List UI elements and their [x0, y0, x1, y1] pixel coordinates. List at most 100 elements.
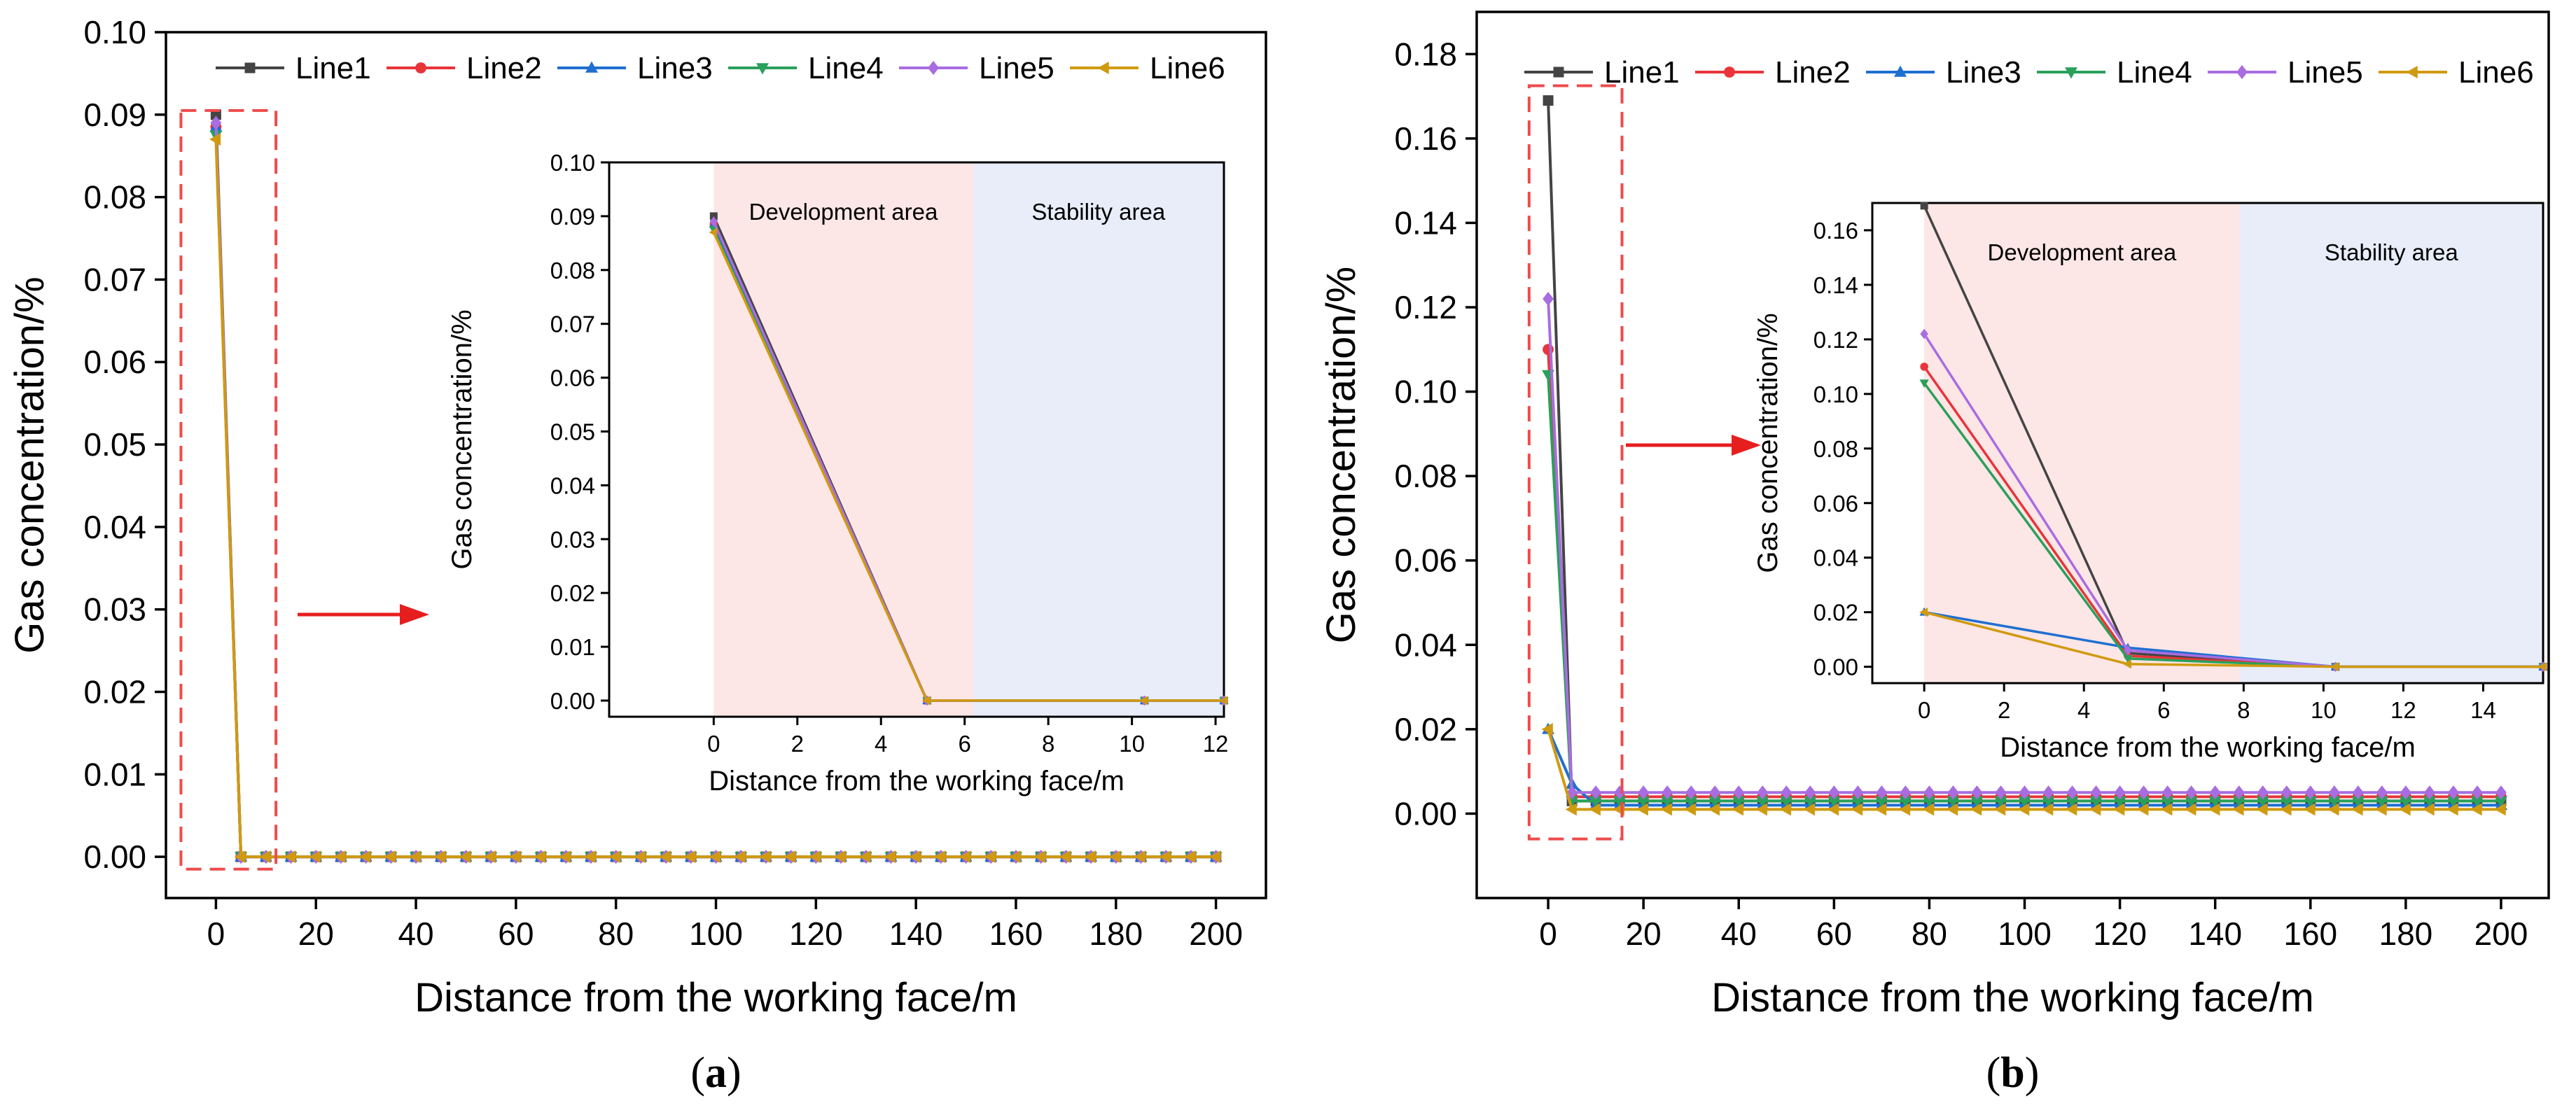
- data-point: [1589, 796, 1603, 808]
- data-point: [1827, 803, 1839, 816]
- y-tick-label: 0.02: [83, 673, 146, 710]
- inset-y-tick-label: 0.10: [1813, 381, 1858, 407]
- data-point: [959, 850, 971, 864]
- data-point: [2376, 785, 2388, 800]
- data-point: [2209, 785, 2221, 800]
- data-point: [1109, 850, 1121, 864]
- data-point: [1971, 785, 1983, 800]
- data-point: [2208, 796, 2222, 808]
- y-tick-label: 0.02: [1394, 711, 1457, 748]
- x-tick-label: 0: [207, 916, 225, 952]
- legend-item-line5: Line5: [2208, 55, 2363, 90]
- data-point: [1084, 850, 1096, 864]
- inset-plot: Development area Stability area 0.00 0.02 0.…: [1753, 202, 2548, 763]
- y-tick-label: 0.04: [1394, 626, 1457, 663]
- data-point: [1589, 803, 1601, 816]
- data-point: [1638, 785, 1650, 800]
- legend-marker: [1553, 66, 1564, 78]
- data-point: [1852, 785, 1864, 800]
- data-point: [809, 850, 821, 864]
- inset-x-tick-label: 4: [875, 731, 887, 757]
- data-point: [2448, 785, 2459, 800]
- inset-x-axis-label: Distance from the working face/m: [2000, 732, 2416, 763]
- data-point: [1781, 785, 1792, 800]
- legend-marker: [585, 61, 598, 73]
- inset-data-point: [1920, 202, 1928, 210]
- legend-item-line3: Line3: [557, 51, 713, 85]
- data-point: [2400, 785, 2411, 800]
- x-tick-label: 80: [1912, 916, 1947, 952]
- data-point: [534, 850, 546, 864]
- y-tick-label: 0.01: [83, 756, 146, 792]
- data-point: [2304, 785, 2316, 800]
- data-point: [1732, 796, 1746, 808]
- y-tick-label: 0.10: [83, 14, 146, 50]
- data-point: [1661, 796, 1674, 808]
- data-point: [2161, 785, 2173, 800]
- series-line4: [1542, 370, 2507, 808]
- data-point: [1709, 785, 1721, 800]
- data-point: [2018, 796, 2031, 808]
- data-point: [1994, 796, 2007, 808]
- inset-data-point: [2123, 654, 2133, 664]
- data-point: [1827, 796, 1841, 808]
- data-point: [359, 850, 371, 864]
- inset-data-point: [2538, 662, 2547, 672]
- x-tick-label: 100: [1998, 916, 2052, 952]
- inset-series-line: [712, 232, 1224, 702]
- inset-x-tick-label: 10: [2311, 697, 2337, 723]
- development-area-region: Development area: [713, 162, 973, 717]
- data-point: [2066, 803, 2077, 816]
- zoom-arrow-head: [400, 604, 429, 625]
- x-tick-label: 160: [989, 916, 1043, 952]
- legend-item-line5: Line5: [899, 51, 1054, 85]
- data-point: [434, 850, 446, 864]
- data-point: [2232, 803, 2244, 816]
- data-point: [1636, 803, 1648, 816]
- data-point: [1733, 785, 1745, 800]
- data-point: [884, 850, 896, 864]
- series-line5: [1543, 291, 2507, 800]
- y-tick-label: 0.14: [1394, 204, 1457, 241]
- data-point: [684, 850, 696, 864]
- data-point: [934, 850, 946, 864]
- inset-plot: Development area Stability area 0.00 0.01 0.…: [447, 150, 1229, 797]
- inset-data-point: [1920, 328, 1928, 339]
- legend-marker: [1894, 65, 1907, 77]
- x-tick-label: 100: [689, 916, 743, 952]
- inset-x-tick-label: 10: [1119, 731, 1145, 757]
- data-point: [2208, 803, 2220, 816]
- data-point: [2257, 785, 2269, 800]
- inset-y-tick-label: 0.04: [550, 472, 595, 498]
- inset-x-axis-label: Distance from the working face/m: [709, 766, 1125, 797]
- data-point: [1851, 803, 1863, 816]
- data-point: [1541, 722, 1553, 736]
- data-point: [259, 850, 271, 864]
- data-point: [409, 850, 421, 864]
- inset-x-tick-label: 8: [1042, 731, 1054, 757]
- legend-label: Line2: [466, 51, 542, 85]
- legend-marker: [1724, 66, 1735, 78]
- data-point: [1875, 796, 1888, 808]
- series-line6: [209, 133, 1221, 864]
- x-tick-label: 40: [398, 916, 433, 952]
- inset-x-tick-label: 12: [2390, 697, 2416, 723]
- inset-y-tick-label: 0.08: [550, 258, 595, 283]
- region-label: Development area: [749, 199, 938, 225]
- data-point: [2470, 803, 2482, 816]
- data-point: [1756, 796, 1769, 808]
- data-point: [284, 850, 296, 864]
- inset-x-tick-label: 6: [959, 731, 971, 757]
- data-point: [734, 850, 746, 864]
- x-axis-label: Distance from the working face/m: [1711, 975, 2314, 1021]
- legend-label: Line6: [1150, 51, 1225, 85]
- inset-data-point: [1920, 363, 1928, 371]
- inset-x-tick-label: 0: [1918, 697, 1930, 723]
- legend-label: Line3: [1946, 55, 2021, 90]
- region-label: Development area: [1988, 239, 2177, 265]
- inset-data-point: [2123, 659, 2131, 669]
- x-tick-label: 200: [1189, 916, 1243, 952]
- data-point: [1134, 850, 1146, 864]
- panel-label: (b): [1986, 1049, 2040, 1097]
- data-point: [2399, 803, 2411, 816]
